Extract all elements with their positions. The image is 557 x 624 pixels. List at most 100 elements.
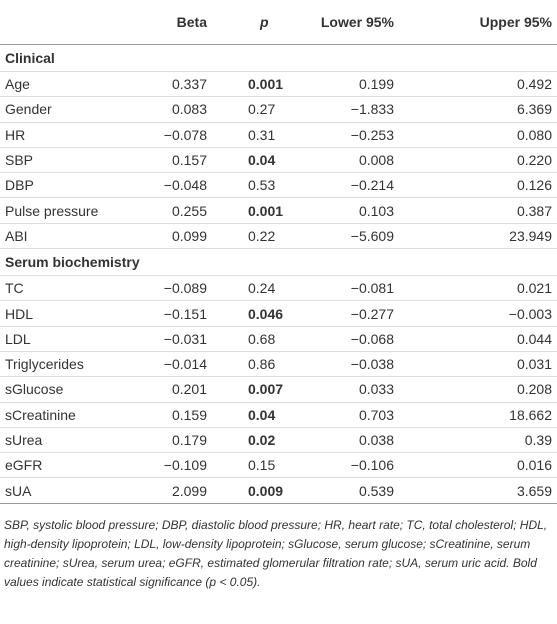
column-header: p [212, 0, 307, 45]
cell: 0.15 [212, 452, 307, 479]
cell: 0.021 [399, 275, 557, 302]
cell: 0.04 [212, 147, 307, 174]
data-row: sUA 2.099 0.009 0.539 3.659 [0, 477, 557, 504]
cell: −0.253 [307, 122, 399, 148]
row-label: TC [0, 275, 140, 302]
cell: −1.833 [307, 96, 399, 123]
cell: −0.003 [399, 300, 557, 327]
column-header: Upper 95% [399, 0, 557, 45]
data-row: SBP 0.157 0.04 0.008 0.220 [0, 147, 557, 174]
row-label: Pulse pressure [0, 197, 140, 224]
data-row: Triglycerides −0.014 0.86 −0.038 0.031 [0, 351, 557, 378]
cell: 0.492 [399, 71, 557, 98]
cell: −0.089 [140, 275, 212, 302]
cell: −0.031 [140, 326, 212, 352]
cell: 0.04 [212, 402, 307, 428]
data-row: HR −0.078 0.31 −0.253 0.080 [0, 122, 557, 148]
cell: −0.081 [307, 275, 399, 302]
column-header: Lower 95% [307, 0, 399, 45]
cell: 0.255 [140, 197, 212, 224]
section-title: Clinical [0, 44, 557, 72]
cell: 0.337 [140, 71, 212, 98]
data-row: TC −0.089 0.24 −0.081 0.021 [0, 275, 557, 302]
cell: 0.159 [140, 402, 212, 428]
cell: 0.016 [399, 452, 557, 479]
cell: 0.86 [212, 351, 307, 378]
data-row: LDL −0.031 0.68 −0.068 0.044 [0, 326, 557, 352]
row-label: sUrea [0, 427, 140, 454]
data-row: Age 0.337 0.001 0.199 0.492 [0, 71, 557, 98]
section-title: Serum biochemistry [0, 248, 557, 277]
cell: 0.27 [212, 96, 307, 123]
row-label: HDL [0, 300, 140, 327]
cell: 18.662 [399, 402, 557, 428]
header-row: Beta p Lower 95% Upper 95% [0, 0, 557, 45]
row-label: sUA [0, 477, 140, 504]
cell: 0.031 [399, 351, 557, 378]
data-row: Pulse pressure 0.255 0.001 0.103 0.387 [0, 197, 557, 224]
table-header: Beta p Lower 95% Upper 95% [0, 0, 557, 45]
cell: 0.080 [399, 122, 557, 148]
cell: −0.106 [307, 452, 399, 479]
section-row: Clinical [0, 44, 557, 72]
cell: −5.609 [307, 223, 399, 250]
cell: 0.24 [212, 275, 307, 302]
cell: 0.001 [212, 197, 307, 224]
row-label: Age [0, 71, 140, 98]
header-cell [0, 0, 140, 45]
cell: 3.659 [399, 477, 557, 504]
row-label: LDL [0, 326, 140, 352]
row-label: Gender [0, 96, 140, 123]
row-label: sGlucose [0, 376, 140, 403]
cell: 0.22 [212, 223, 307, 250]
footnote: SBP, systolic blood pressure; DBP, diast… [4, 517, 548, 589]
data-row: HDL −0.151 0.046 −0.277 −0.003 [0, 300, 557, 327]
cell: 0.68 [212, 326, 307, 352]
cell: 0.208 [399, 376, 557, 403]
cell: −0.068 [307, 326, 399, 352]
cell: 0.009 [212, 477, 307, 504]
cell: −0.109 [140, 452, 212, 479]
row-label: HR [0, 122, 140, 148]
row-label: sCreatinine [0, 402, 140, 428]
row-label: eGFR [0, 452, 140, 479]
data-row: DBP −0.048 0.53 −0.214 0.126 [0, 172, 557, 199]
cell: 0.044 [399, 326, 557, 352]
cell: 0.53 [212, 172, 307, 199]
cell: −0.038 [307, 351, 399, 378]
cell: 0.199 [307, 71, 399, 98]
cell: 0.179 [140, 427, 212, 454]
cell: 0.703 [307, 402, 399, 428]
row-label: SBP [0, 147, 140, 174]
cell: 0.02 [212, 427, 307, 454]
results-table: Beta p Lower 95% Upper 95% Clinical Age 0.337… [0, 0, 557, 504]
cell: 0.008 [307, 147, 399, 174]
cell: −0.214 [307, 172, 399, 199]
cell: −0.277 [307, 300, 399, 327]
table-body: Clinical Age 0.337 0.001 0.199 0.492 Gender 0.0… [0, 44, 557, 504]
cell: 0.126 [399, 172, 557, 199]
cell: 0.539 [307, 477, 399, 504]
data-row: sCreatinine 0.159 0.04 0.703 18.662 [0, 402, 557, 428]
cell: −0.048 [140, 172, 212, 199]
cell: 0.201 [140, 376, 212, 403]
cell: 0.083 [140, 96, 212, 123]
cell: 0.007 [212, 376, 307, 403]
row-label: Triglycerides [0, 351, 140, 378]
cell: 6.369 [399, 96, 557, 123]
column-header: Beta [140, 0, 212, 45]
cell: 0.033 [307, 376, 399, 403]
data-row: eGFR −0.109 0.15 −0.106 0.016 [0, 452, 557, 479]
cell: 0.387 [399, 197, 557, 224]
data-row: Gender 0.083 0.27 −1.833 6.369 [0, 96, 557, 123]
row-label: ABI [0, 223, 140, 250]
cell: 23.949 [399, 223, 557, 250]
cell: 0.31 [212, 122, 307, 148]
cell: 0.39 [399, 427, 557, 454]
cell: 0.220 [399, 147, 557, 174]
cell: −0.014 [140, 351, 212, 378]
data-row: ABI 0.099 0.22 −5.609 23.949 [0, 223, 557, 250]
cell: 0.099 [140, 223, 212, 250]
cell: 2.099 [140, 477, 212, 504]
